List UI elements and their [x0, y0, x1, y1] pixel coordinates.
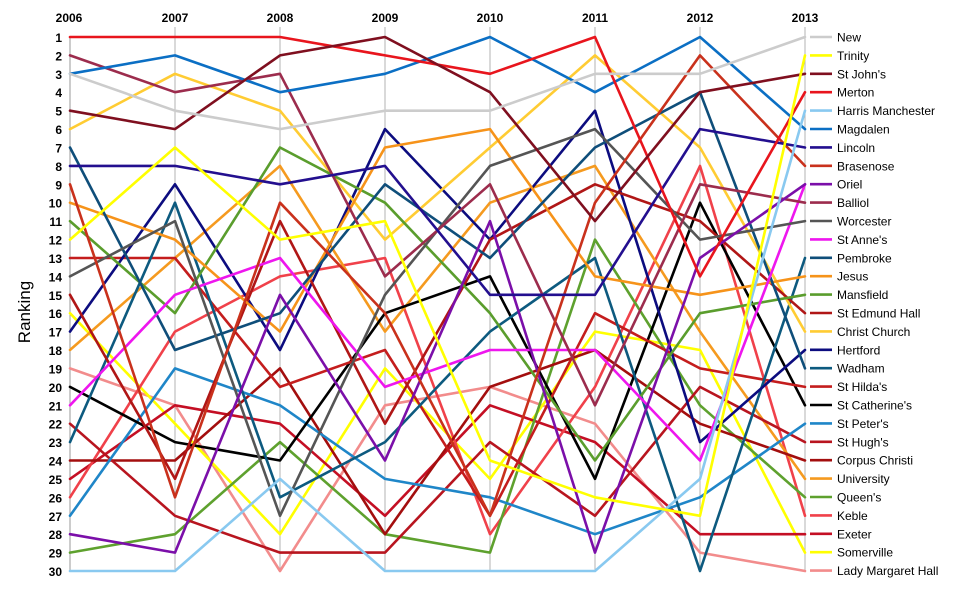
series-line-queen-s	[68, 238, 807, 554]
y-tick-22: 22	[49, 418, 63, 432]
series-line-lincoln	[68, 127, 807, 297]
y-tick-18: 18	[49, 344, 63, 358]
x-axis-tick-labels: 2006 2007 2008 2009 2010 2011 2012 2013	[56, 11, 819, 25]
y-tick-20: 20	[49, 381, 63, 395]
legend-label-oriel: Oriel	[837, 178, 862, 192]
x-tick-2007: 2007	[162, 11, 189, 25]
legend-label-mansfield: Mansfield	[837, 288, 888, 302]
y-tick-8: 8	[55, 160, 62, 174]
legend-label-hertford: Hertford	[837, 343, 880, 357]
x-tick-2012: 2012	[687, 11, 714, 25]
legend-label-university: University	[837, 472, 890, 486]
legend-label-queen-s: Queen's	[837, 491, 881, 505]
y-tick-9: 9	[55, 178, 62, 192]
legend-label-keble: Keble	[837, 509, 868, 523]
series-line-christ-church	[68, 54, 807, 333]
y-tick-2: 2	[55, 49, 62, 63]
legend-label-new: New	[837, 31, 861, 45]
y-tick-12: 12	[49, 234, 63, 248]
y-axis-tick-labels: 1234567891011121314151617181920212223242…	[49, 31, 63, 579]
x-tick-2009: 2009	[372, 11, 399, 25]
y-tick-5: 5	[55, 105, 62, 119]
legend: New Trinity St John's Merton Harris Manchest…	[810, 31, 938, 578]
series-line-trinity	[68, 54, 807, 518]
series-line-keble	[68, 164, 807, 536]
legend-label-worcester: Worcester	[837, 215, 891, 229]
y-tick-30: 30	[49, 565, 63, 579]
x-tick-2006: 2006	[56, 11, 83, 25]
legend-label-corpus-christi: Corpus Christi	[837, 454, 913, 468]
series-line-mansfield	[68, 146, 807, 462]
legend-label-st-edmund-hall: St Edmund Hall	[837, 307, 920, 321]
legend-label-st-john-s: St John's	[837, 67, 886, 81]
y-tick-19: 19	[49, 362, 63, 376]
series-line-st-hilda-s	[68, 256, 807, 518]
legend-label-st-anne-s: St Anne's	[837, 233, 887, 247]
y-tick-10: 10	[49, 197, 63, 211]
y-tick-25: 25	[49, 473, 63, 487]
y-tick-29: 29	[49, 547, 63, 561]
y-axis-label: Ranking	[15, 281, 34, 343]
series-line-wadham	[68, 201, 807, 573]
legend-label-merton: Merton	[837, 86, 874, 100]
y-tick-16: 16	[49, 307, 63, 321]
y-tick-17: 17	[49, 326, 63, 340]
legend-label-trinity: Trinity	[837, 49, 869, 63]
x-tick-2010: 2010	[477, 11, 504, 25]
legend-label-st-hugh-s: St Hugh's	[837, 435, 889, 449]
y-tick-21: 21	[49, 399, 63, 413]
series-lines	[68, 35, 807, 573]
legend-label-somerville: Somerville	[837, 546, 893, 560]
y-tick-6: 6	[55, 123, 62, 137]
legend-label-wadham: Wadham	[837, 362, 885, 376]
series-line-st-edmund-hall	[68, 183, 807, 481]
y-tick-15: 15	[49, 289, 63, 303]
x-tick-2008: 2008	[267, 11, 294, 25]
y-tick-24: 24	[49, 455, 63, 469]
legend-label-magdalen: Magdalen	[837, 123, 890, 137]
legend-label-st-hilda-s: St Hilda's	[837, 380, 887, 394]
legend-label-st-catherine-s: St Catherine's	[837, 399, 912, 413]
series-line-st-peter-s	[68, 367, 807, 536]
y-tick-14: 14	[49, 270, 63, 284]
series-line-pembroke	[68, 90, 807, 370]
y-tick-1: 1	[55, 31, 62, 45]
legend-label-jesus: Jesus	[837, 270, 868, 284]
series-line-somerville	[68, 311, 807, 554]
legend-label-harris-manchester: Harris Manchester	[837, 104, 935, 118]
x-tick-2013: 2013	[792, 11, 819, 25]
legend-label-christ-church: Christ Church	[837, 325, 910, 339]
y-tick-3: 3	[55, 68, 62, 82]
legend-label-pembroke: Pembroke	[837, 251, 892, 265]
y-tick-26: 26	[49, 491, 63, 505]
series-line-st-john-s	[68, 35, 807, 223]
series-line-harris-manchester	[68, 109, 807, 573]
series-line-st-anne-s	[68, 183, 807, 462]
legend-label-balliol: Balliol	[837, 196, 869, 210]
x-tick-2011: 2011	[582, 11, 608, 25]
legend-label-exeter: Exeter	[837, 527, 872, 541]
series-line-brasenose	[68, 54, 807, 518]
y-tick-27: 27	[49, 510, 63, 524]
y-tick-11: 11	[49, 215, 62, 229]
series-line-st-hugh-s	[68, 385, 807, 554]
y-tick-23: 23	[49, 436, 63, 450]
vertical-gridlines	[174, 27, 806, 572]
series-line-jesus	[68, 127, 807, 333]
y-tick-28: 28	[49, 528, 63, 542]
y-tick-7: 7	[55, 141, 62, 155]
series-line-new	[68, 35, 807, 131]
series-line-magdalen	[68, 35, 807, 131]
y-tick-13: 13	[49, 252, 63, 266]
y-tick-4: 4	[55, 86, 62, 100]
legend-label-lady-margaret-hall: Lady Margaret Hall	[837, 564, 938, 578]
series-line-hertford	[68, 109, 807, 444]
legend-label-st-peter-s: St Peter's	[837, 417, 889, 431]
legend-label-brasenose: Brasenose	[837, 159, 895, 173]
legend-label-lincoln: Lincoln	[837, 141, 875, 155]
